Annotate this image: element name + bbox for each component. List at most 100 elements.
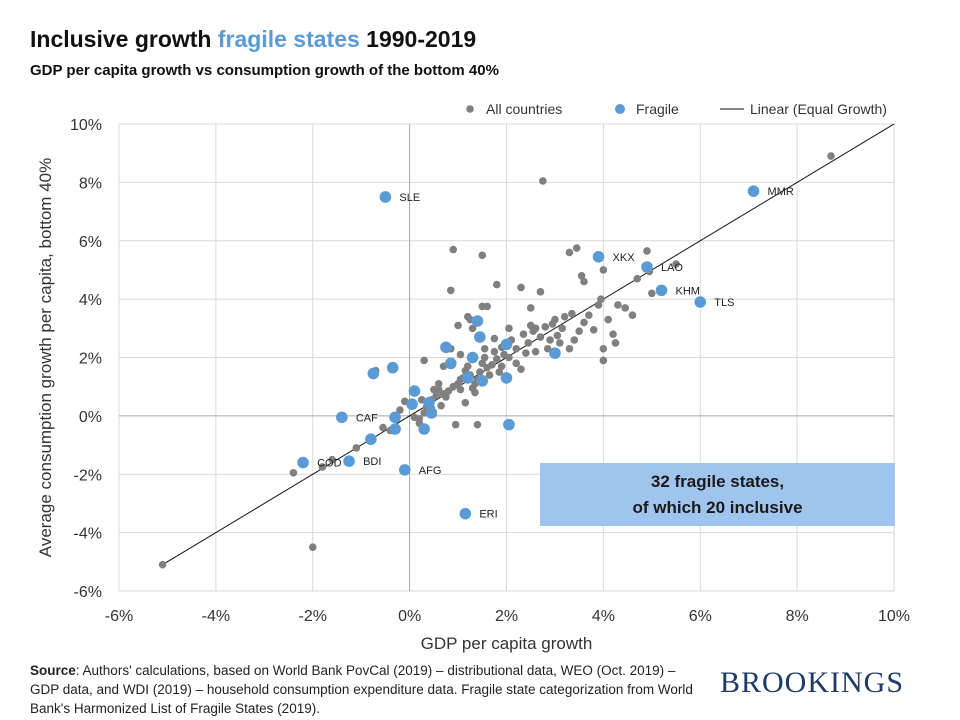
all-countries-point	[827, 152, 835, 160]
all-countries-point	[396, 406, 404, 414]
all-countries-point	[449, 245, 458, 254]
fragile-point	[367, 367, 380, 380]
x-tick-label: -4%	[202, 608, 230, 625]
all-countries-point	[420, 356, 428, 365]
fragile-point	[440, 341, 452, 354]
fragile-point	[389, 423, 401, 435]
all-countries-point	[480, 353, 489, 362]
legend-marker	[466, 105, 474, 113]
all-countries-point	[560, 312, 569, 321]
all-countries-point	[478, 359, 487, 368]
x-tick-label: -6%	[105, 608, 133, 625]
all-countries-point	[594, 301, 603, 309]
all-countries-point	[158, 560, 167, 569]
fragile-point	[379, 191, 392, 203]
all-countries-point	[473, 420, 482, 429]
callout-box: 32 fragile states, of which 20 inclusive	[540, 463, 895, 526]
all-countries-point	[352, 444, 361, 452]
all-countries-point	[536, 288, 545, 296]
all-countries-point	[512, 344, 520, 353]
all-countries-point	[604, 315, 613, 324]
x-tick-label: 4%	[592, 608, 615, 625]
source-label: Source	[30, 663, 76, 678]
all-countries-point	[609, 330, 617, 338]
fragile-point	[466, 351, 479, 364]
fragile-point	[459, 507, 472, 520]
fragile-point	[747, 185, 760, 197]
callout-line-1: 32 fragile states,	[650, 471, 785, 491]
title-highlight: fragile states	[217, 26, 360, 52]
all-countries-point	[599, 356, 608, 365]
all-countries-point	[565, 344, 574, 353]
all-countries-point	[471, 388, 479, 397]
y-tick-label: 6%	[79, 234, 102, 251]
fragile-point	[503, 418, 515, 431]
all-countries-point	[308, 543, 317, 552]
fragile-point-label: MMR	[768, 186, 794, 198]
all-countries-point	[493, 280, 501, 289]
fragile-point	[389, 411, 401, 424]
fragile-point-label: ERI	[479, 509, 497, 521]
all-countries-point	[476, 368, 484, 376]
legend-label: All countries	[486, 101, 562, 117]
all-countries-point	[570, 336, 579, 344]
all-countries-point	[628, 311, 637, 319]
fragile-point-label: AFG	[419, 465, 442, 477]
all-countries-point	[456, 385, 465, 394]
x-tick-label: -2%	[299, 608, 327, 625]
all-countries-point	[597, 295, 605, 303]
all-countries-point	[648, 289, 656, 298]
all-countries-point	[565, 248, 574, 257]
fragile-point	[408, 385, 421, 397]
all-countries-point	[621, 304, 629, 312]
source-text: : Authors' calculations, based on World …	[30, 663, 693, 716]
all-countries-point	[490, 334, 499, 343]
all-countries-point	[463, 362, 472, 371]
fragile-point	[549, 347, 561, 359]
all-countries-point	[577, 271, 586, 280]
y-tick-label: 8%	[79, 175, 102, 192]
fragile-point	[297, 456, 309, 469]
all-countries-point	[289, 468, 298, 477]
chart-subtitle: GDP per capita growth vs consumption gro…	[30, 62, 499, 79]
x-tick-label: 6%	[689, 608, 712, 625]
y-tick-label: 4%	[79, 292, 102, 309]
all-countries-point	[328, 455, 336, 464]
fragile-point-label: SLE	[399, 192, 420, 204]
x-tick-label: 10%	[878, 608, 910, 625]
title-part-3: 1990-2019	[359, 26, 477, 52]
all-countries-point	[585, 311, 593, 319]
brookings-logo: BROOKINGS	[720, 666, 905, 699]
all-countries-point	[454, 321, 462, 330]
all-countries-point	[541, 323, 550, 331]
all-countries-point	[531, 324, 540, 333]
legend-label: Linear (Equal Growth)	[750, 101, 887, 117]
all-countries-point	[490, 347, 499, 356]
fragile-point	[423, 396, 435, 409]
all-countries-point	[451, 420, 460, 429]
y-tick-label: 0%	[79, 409, 102, 426]
x-tick-label: 2%	[495, 608, 518, 625]
fragile-point	[471, 315, 484, 327]
all-countries-point	[432, 391, 441, 400]
all-countries-point	[526, 304, 535, 312]
fragile-point	[461, 372, 474, 384]
all-countries-point	[468, 324, 477, 333]
x-axis-title: GDP per capita growth	[421, 634, 593, 653]
y-tick-label: 2%	[79, 351, 102, 368]
fragile-point	[418, 423, 430, 435]
fragile-point	[474, 331, 486, 343]
fragile-point	[386, 361, 399, 374]
all-countries-point	[599, 266, 608, 274]
fragile-point	[476, 375, 489, 387]
all-countries-point	[599, 344, 608, 353]
all-countries-point	[614, 301, 622, 309]
all-countries-point	[536, 333, 545, 341]
legend-label: Fragile	[636, 101, 679, 117]
fragile-point	[444, 357, 457, 370]
all-countries-point	[430, 385, 438, 394]
all-countries-point	[555, 339, 564, 347]
all-countries-point	[456, 350, 465, 359]
title-part-1: Inclusive growth	[30, 26, 218, 52]
